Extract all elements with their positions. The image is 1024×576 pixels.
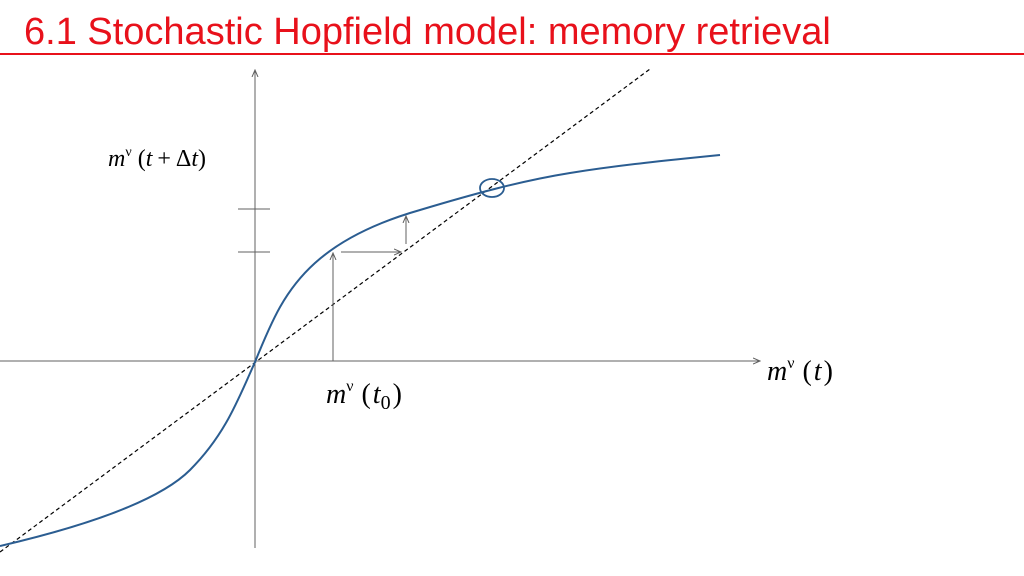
identity-dashed-line bbox=[0, 68, 651, 553]
initial-overlap-label: mν (t0) bbox=[326, 378, 402, 414]
fixed-point-circle bbox=[479, 178, 505, 198]
sigmoid-curve bbox=[0, 154, 721, 547]
slide-title: 6.1 Stochastic Hopfield model: memory re… bbox=[24, 11, 831, 53]
y-axis-label: mν (t + Δt) bbox=[108, 145, 206, 172]
x-axis-label: mν (t) bbox=[767, 355, 833, 387]
title-underline bbox=[0, 53, 1024, 55]
